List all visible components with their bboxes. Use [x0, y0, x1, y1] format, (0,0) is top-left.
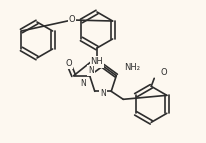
- Text: N: N: [88, 66, 94, 75]
- Text: N: N: [80, 79, 85, 88]
- Text: NH₂: NH₂: [124, 63, 140, 72]
- Text: O: O: [65, 59, 72, 68]
- Text: O: O: [69, 15, 75, 24]
- Text: O: O: [160, 68, 167, 77]
- Text: N: N: [100, 89, 106, 98]
- Text: NH: NH: [91, 57, 103, 66]
